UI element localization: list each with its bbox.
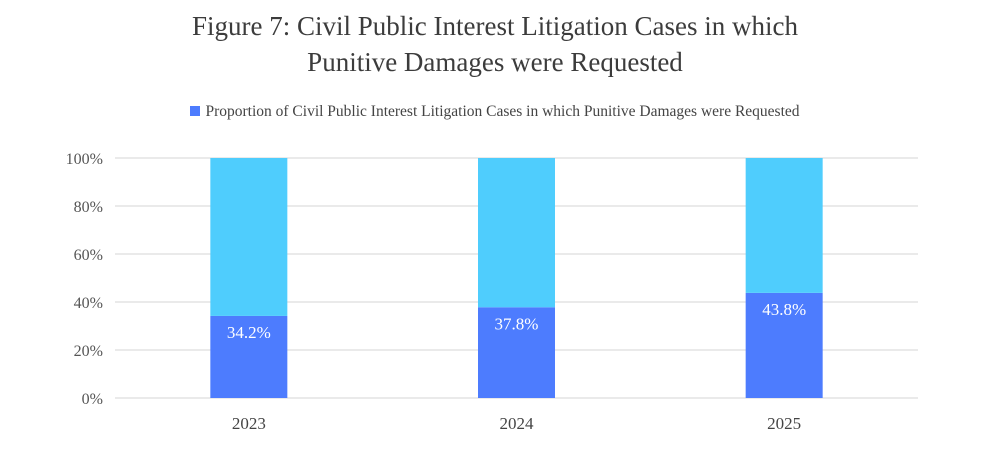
bar-segment-remainder (210, 158, 288, 316)
y-tick-label: 20% (74, 343, 103, 360)
bar-segment-requested (210, 315, 288, 398)
data-label: 43.8% (762, 300, 806, 319)
y-tick-label: 100% (66, 151, 103, 168)
bar-segment-requested (478, 307, 555, 398)
x-tick-label: 2025 (767, 414, 801, 433)
y-tick-label: 0% (82, 391, 103, 408)
bar-segment-remainder (478, 158, 555, 308)
chart-title-line-1: Figure 7: Civil Public Interest Litigati… (192, 11, 798, 41)
legend-swatch (190, 106, 201, 116)
bar-segment-requested (745, 292, 823, 398)
bar-segment-remainder (745, 158, 823, 293)
x-tick-label: 2023 (232, 414, 266, 433)
data-label: 37.8% (495, 314, 539, 333)
legend: Proportion of Civil Public Interest Liti… (0, 103, 990, 121)
x-tick-label: 2024 (500, 414, 535, 433)
chart-title-line-2: Punitive Damages were Requested (307, 47, 683, 77)
legend-label: Proportion of Civil Public Interest Liti… (205, 103, 800, 120)
y-tick-label: 60% (74, 247, 103, 264)
y-tick-label: 40% (74, 295, 103, 312)
y-tick-label: 80% (74, 199, 103, 216)
data-label: 34.2% (227, 323, 271, 342)
chart-title: Figure 7: Civil Public Interest Litigati… (0, 8, 990, 80)
